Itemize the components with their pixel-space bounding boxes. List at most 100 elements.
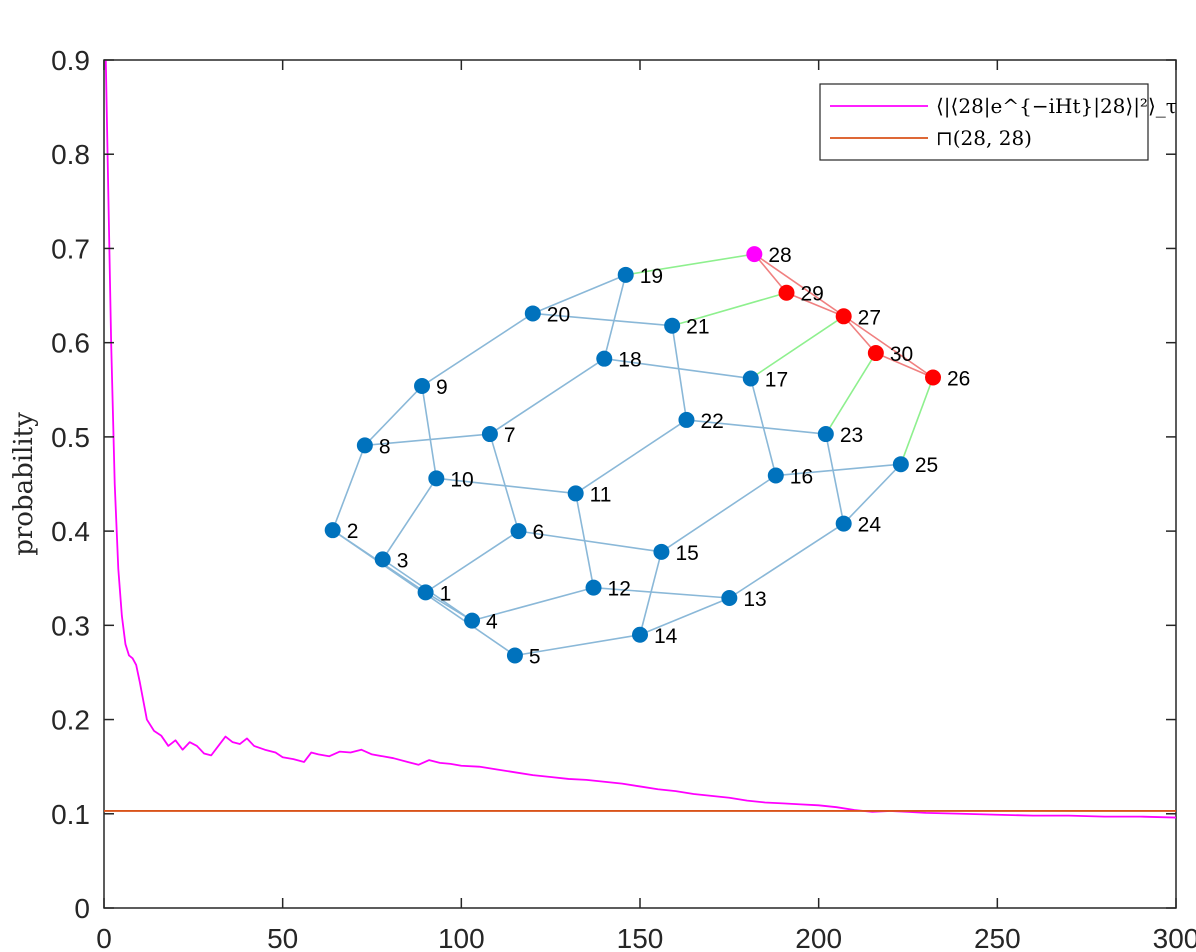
graph-node-label: 1 — [440, 582, 452, 605]
graph-node-8 — [356, 437, 373, 454]
graph-edge — [518, 530, 662, 553]
graph-edge — [436, 477, 576, 495]
graph-node-label: 20 — [547, 303, 570, 326]
graph-edge — [514, 633, 641, 657]
graph-link-edge — [750, 315, 845, 380]
graph-edge — [382, 477, 437, 560]
y-tick-label: 0.6 — [51, 328, 90, 359]
graph-node-label: 22 — [700, 410, 723, 433]
graph-target-edge — [843, 315, 877, 354]
graph-edge — [364, 433, 490, 447]
graph-node-22 — [678, 411, 695, 428]
y-tick-label: 0.8 — [51, 139, 90, 170]
graph-node-25 — [892, 456, 909, 473]
graph-node-12 — [585, 579, 602, 596]
graph-node-label: 13 — [743, 588, 766, 611]
graph-node-7 — [481, 426, 498, 443]
y-tick-label: 0.5 — [51, 422, 90, 453]
graph-edge — [425, 530, 519, 594]
graph-node-label: 26 — [947, 368, 970, 391]
graph-node-label: 7 — [504, 424, 516, 447]
graph-node-2 — [324, 522, 341, 539]
graph-node-14 — [632, 626, 648, 643]
graph-node-label: 21 — [686, 316, 709, 339]
graph-edge — [825, 433, 845, 524]
x-tick-label: 250 — [974, 923, 1021, 952]
graph-node-label: 18 — [618, 349, 641, 372]
y-tick-label: 0.2 — [51, 705, 90, 736]
graph-node-label: 6 — [533, 521, 545, 544]
graph-node-label: 29 — [801, 283, 824, 306]
x-tick-label: 0 — [96, 923, 112, 952]
graph-edge — [686, 419, 826, 435]
graph-link-edge — [825, 352, 877, 435]
y-tick-label: 0 — [74, 893, 90, 924]
graph-node-23 — [817, 426, 834, 443]
graph-node-15 — [653, 543, 670, 560]
graph-node-label: 10 — [450, 468, 473, 491]
graph-node-29 — [778, 284, 795, 301]
graph-node-label: 23 — [840, 424, 863, 447]
graph-node-label: 9 — [436, 376, 448, 399]
graph-node-16 — [767, 467, 784, 484]
graph-edge — [471, 586, 594, 622]
graph-node-27 — [835, 308, 852, 325]
graph-edge — [728, 522, 845, 599]
graph-node-24 — [835, 515, 852, 532]
x-tick-label: 150 — [617, 923, 664, 952]
y-tick-label: 0.1 — [51, 799, 90, 830]
graph-node-19 — [617, 266, 634, 283]
graph-node-label: 2 — [347, 520, 359, 543]
graph-node-label: 5 — [529, 645, 541, 668]
y-axis-label: probability — [9, 412, 39, 556]
graph-edge — [364, 385, 423, 446]
graph-edge — [574, 493, 595, 588]
graph-target-edge — [786, 291, 844, 318]
graph-link-edge — [900, 377, 934, 465]
graph-node-28 — [746, 246, 763, 263]
series-layer — [104, 59, 1177, 819]
graph-edge — [775, 463, 901, 477]
graph-node-label: 24 — [858, 514, 882, 537]
plot-area — [103, 59, 1177, 909]
y-tick-label: 0.9 — [51, 45, 90, 76]
graph-edge — [489, 433, 520, 532]
graph-edge — [639, 551, 663, 635]
graph-edge — [532, 312, 673, 327]
graph-edge — [421, 312, 534, 387]
graph-node-21 — [664, 317, 681, 334]
graph-edge — [593, 586, 730, 599]
graph-node-20 — [524, 305, 541, 322]
graph-node-label: 28 — [768, 244, 791, 267]
legend-box — [819, 83, 1149, 161]
graph-node-17 — [742, 370, 759, 387]
graph-edge — [671, 325, 688, 421]
graph-edge — [532, 274, 627, 315]
legend: ⟨|⟨28|e^{−iHt}|28⟩|²⟩_τ ⊓(28, 28) — [819, 83, 1177, 161]
y-tick-label: 0.7 — [51, 233, 90, 264]
graph-node-label: 25 — [915, 454, 938, 477]
graph-node-label: 30 — [890, 343, 913, 366]
graph-edge — [331, 445, 366, 531]
graph-node-label: 8 — [379, 435, 391, 458]
graph-target-edge — [875, 352, 934, 379]
ticks-layer: 0 50 100 150 200 250 300 0 0.1 0.2 0.3 0.4 0.5 0.6 0.7… — [51, 45, 1196, 952]
graph-node-6 — [510, 523, 527, 540]
legend-label-stationary: ⊓(28, 28) — [936, 126, 1032, 150]
graph-node-label: 17 — [765, 368, 788, 391]
graph-node-30 — [867, 345, 884, 362]
x-tick-label: 300 — [1153, 923, 1196, 952]
graph-node-5 — [506, 647, 523, 664]
graph-edge — [639, 597, 730, 636]
graph-node-18 — [596, 350, 613, 367]
graph-node-label: 4 — [486, 611, 498, 634]
graph-node-3 — [374, 551, 391, 568]
y-tick-label: 0.4 — [51, 516, 90, 547]
graph-edge — [575, 419, 687, 495]
graph-edge — [603, 274, 627, 359]
series-line-0 — [104, 59, 1177, 819]
graph-edge — [421, 385, 438, 479]
